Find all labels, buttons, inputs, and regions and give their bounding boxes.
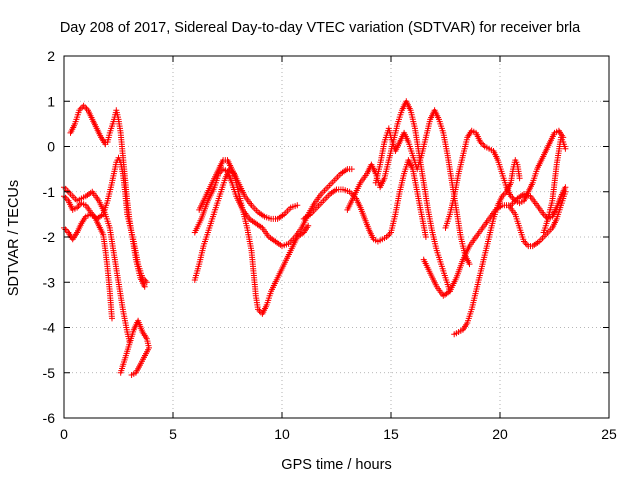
y-tick-label: -3 [43,274,56,290]
grid-lines [64,56,609,418]
series-arc5 [117,317,152,378]
x-tick-label: 15 [383,426,399,442]
y-tick-label: -5 [43,365,56,381]
marker-trace [117,317,152,378]
series-arc9 [300,157,429,245]
y-tick-label: 1 [47,93,55,109]
marker-trace [442,127,567,231]
series-arc12 [442,127,567,231]
marker-trace [61,154,150,286]
series-arc8 [196,157,301,222]
marker-trace [67,102,148,290]
x-tick-label: 0 [60,426,68,442]
chart-title: Day 208 of 2017, Sidereal Day-to-day VTE… [59,20,581,36]
x-tick-label: 5 [169,426,177,442]
data-points [61,98,569,378]
series-arc16 [540,134,569,236]
marker-trace [420,188,569,299]
y-tick-label: -4 [43,320,56,336]
y-tick-label: 2 [47,48,55,64]
y-tick-label: -6 [43,410,56,426]
x-axis-label: GPS time / hours [281,457,392,473]
marker-trace [300,157,429,245]
marker-trace [372,107,473,268]
marker-trace [507,184,569,222]
axis-ticks: 0 5 10 15 20 25 -6 -5 -4 -3 -2 -1 0 1 2 [43,48,617,442]
series-arc10 [344,98,453,295]
y-tick-label: 0 [47,139,55,155]
y-axis-label: SDTVAR / TECUs [6,179,22,297]
x-tick-label: 25 [601,426,617,442]
series-arc13 [451,157,523,338]
series-arc11 [372,107,473,268]
x-tick-label: 20 [492,426,508,442]
series-arc15 [507,184,569,222]
marker-trace [344,98,453,295]
x-tick-label: 10 [274,426,290,442]
y-tick-label: -1 [43,184,56,200]
series-arc3 [61,154,150,286]
marker-trace [451,157,523,338]
series-arc14 [420,188,569,299]
y-tick-label: -2 [43,229,56,245]
series-arc4 [67,102,148,290]
marker-trace [196,157,301,222]
marker-trace [540,134,569,236]
